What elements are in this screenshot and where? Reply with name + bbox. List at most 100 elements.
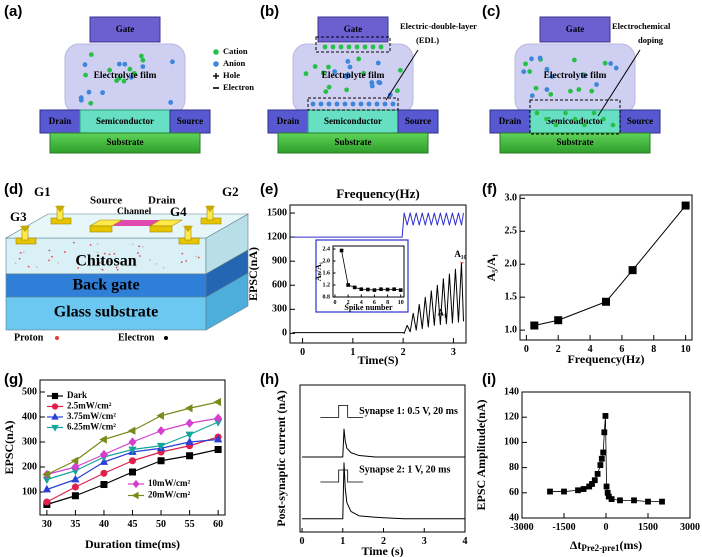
proton-dot	[180, 261, 183, 264]
legend-label: 6.25mW/cm²	[67, 422, 116, 432]
cation	[533, 85, 539, 91]
source-label: Source	[177, 116, 203, 126]
marker	[185, 437, 194, 445]
cation	[568, 88, 573, 94]
chitosan-layer	[5, 237, 207, 275]
plot-frame	[299, 384, 466, 533]
marker	[598, 455, 605, 462]
y-tick-label: 100	[22, 486, 37, 497]
cation	[571, 57, 577, 63]
anion	[140, 64, 146, 70]
edl-anion	[326, 101, 332, 107]
edl-anion	[390, 101, 396, 107]
y-axis-label: Post-synaptic current (nA)	[274, 390, 288, 526]
proton-dot	[89, 244, 92, 246]
doped-cation	[582, 122, 587, 128]
channel-label: Channel	[117, 207, 152, 217]
y-tick-label: 1500	[267, 207, 287, 218]
marker	[603, 483, 610, 490]
cation	[576, 87, 582, 92]
proton-dot	[96, 243, 99, 246]
cation	[138, 53, 144, 59]
marker	[42, 484, 51, 493]
x-tick-label: 0	[300, 536, 305, 547]
anion	[608, 61, 614, 66]
marker	[594, 471, 601, 477]
channel-label: Semiconductor	[96, 116, 154, 126]
y-tick-label: 500	[22, 386, 37, 397]
y-tick-label: 140	[504, 386, 519, 397]
y-tick-label: 0	[282, 328, 287, 339]
x-tick-label: 2	[347, 300, 350, 306]
cation	[131, 70, 137, 76]
y-tick-label: 2.5	[505, 226, 518, 237]
anion	[82, 62, 88, 68]
anion	[122, 61, 128, 67]
proton-dot	[101, 268, 104, 271]
marker	[645, 498, 651, 505]
doping-box	[529, 99, 621, 135]
drain-label: Drain	[499, 116, 522, 126]
doped-cation	[591, 110, 597, 116]
marker	[379, 287, 383, 291]
marker	[608, 496, 615, 503]
x-axis-label: Frequency(Hz)	[567, 352, 644, 366]
anion	[549, 74, 555, 79]
cation	[303, 71, 309, 77]
layer-label: Chitosan	[75, 253, 136, 270]
marker	[398, 288, 403, 292]
proton-dot	[64, 251, 66, 253]
gate-label: Gate	[566, 24, 585, 34]
y-tick-label: 3.0	[505, 193, 518, 204]
edl-box	[315, 36, 391, 53]
marker	[51, 412, 59, 420]
x-tick-label: 2	[401, 347, 406, 358]
series-line	[292, 262, 464, 334]
cation	[527, 69, 533, 74]
substrate	[49, 132, 201, 154]
series-line	[292, 212, 464, 238]
gate-label: Gate	[344, 24, 363, 34]
marker	[71, 492, 79, 500]
cation	[140, 57, 146, 63]
edl-anion	[350, 101, 356, 107]
cation	[548, 91, 554, 97]
legend-label: Electron	[118, 332, 155, 343]
panel-label: (g)	[4, 371, 23, 388]
cation	[523, 61, 528, 67]
panel-label: (d)	[4, 181, 23, 198]
legend-label: 10mW/cm²	[148, 478, 190, 488]
drain-label: Drain	[49, 116, 72, 126]
edl-anion	[334, 101, 340, 107]
gate-g4-arrow	[183, 226, 193, 232]
substrate-label: Substrate	[334, 137, 371, 147]
anion	[521, 69, 527, 75]
marker	[631, 497, 637, 504]
source-label: Source	[627, 116, 653, 126]
proton-dot	[98, 261, 101, 264]
gate-electrode	[317, 16, 389, 43]
cation	[83, 72, 88, 78]
annotation: A₁	[437, 307, 446, 317]
y-tick-label: 1.0	[505, 324, 518, 335]
gate-electrode	[539, 16, 611, 43]
legend-label: Anion	[223, 58, 245, 68]
marker	[129, 457, 136, 465]
marker	[71, 474, 80, 483]
marker	[561, 488, 567, 495]
y-tick-label: 2.4	[323, 246, 331, 252]
marker	[352, 285, 357, 290]
gate-g2-arrow	[205, 206, 215, 212]
marker	[214, 434, 223, 443]
proton-dot	[35, 266, 38, 269]
marker	[597, 462, 604, 468]
y-tick-label: 1200	[267, 231, 287, 242]
y-axis-label: EPSC(nA)	[246, 247, 260, 301]
panel-label: (b)	[260, 3, 279, 20]
panel-label: (i)	[482, 371, 496, 388]
edl-anion	[382, 101, 388, 107]
cation	[312, 64, 318, 69]
anion	[100, 90, 105, 96]
y-tick-label: 60	[509, 487, 519, 498]
doped-cation	[572, 116, 578, 122]
